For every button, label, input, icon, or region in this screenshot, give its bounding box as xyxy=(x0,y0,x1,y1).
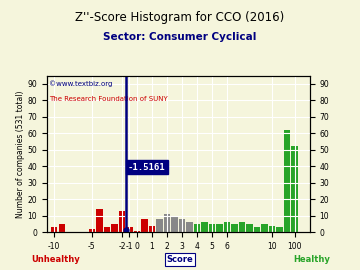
Bar xyxy=(246,224,253,232)
Bar xyxy=(89,229,95,232)
Text: Sector: Consumer Cyclical: Sector: Consumer Cyclical xyxy=(103,32,257,42)
Bar xyxy=(156,219,163,232)
Bar xyxy=(186,222,193,232)
Bar xyxy=(126,227,132,232)
Bar xyxy=(59,224,65,232)
Bar xyxy=(224,222,230,232)
Text: Z''-Score Histogram for CCO (2016): Z''-Score Histogram for CCO (2016) xyxy=(75,11,285,24)
Bar xyxy=(261,224,268,232)
Bar xyxy=(149,226,155,232)
Text: ©www.textbiz.org: ©www.textbiz.org xyxy=(49,80,113,87)
Bar xyxy=(164,214,170,232)
Text: Healthy: Healthy xyxy=(293,255,330,264)
Bar xyxy=(231,224,238,232)
Bar xyxy=(276,227,283,232)
Bar xyxy=(239,222,245,232)
Bar xyxy=(269,226,275,232)
Bar xyxy=(284,130,290,232)
Bar xyxy=(111,224,118,232)
Bar xyxy=(96,209,103,232)
Bar xyxy=(291,147,298,232)
Bar xyxy=(254,227,260,232)
Bar xyxy=(179,219,185,232)
Y-axis label: Number of companies (531 total): Number of companies (531 total) xyxy=(15,90,24,218)
Bar xyxy=(209,224,215,232)
Bar xyxy=(194,224,200,232)
Bar xyxy=(119,211,125,232)
Bar xyxy=(216,224,223,232)
Bar xyxy=(171,217,177,232)
Bar xyxy=(51,227,58,232)
Bar xyxy=(104,227,110,232)
Text: Score: Score xyxy=(167,255,193,264)
Text: Unhealthy: Unhealthy xyxy=(31,255,80,264)
Bar xyxy=(141,219,148,232)
Bar xyxy=(134,231,140,232)
Text: -1.5161: -1.5161 xyxy=(128,163,166,171)
Bar xyxy=(201,222,208,232)
Text: The Research Foundation of SUNY: The Research Foundation of SUNY xyxy=(49,96,168,102)
